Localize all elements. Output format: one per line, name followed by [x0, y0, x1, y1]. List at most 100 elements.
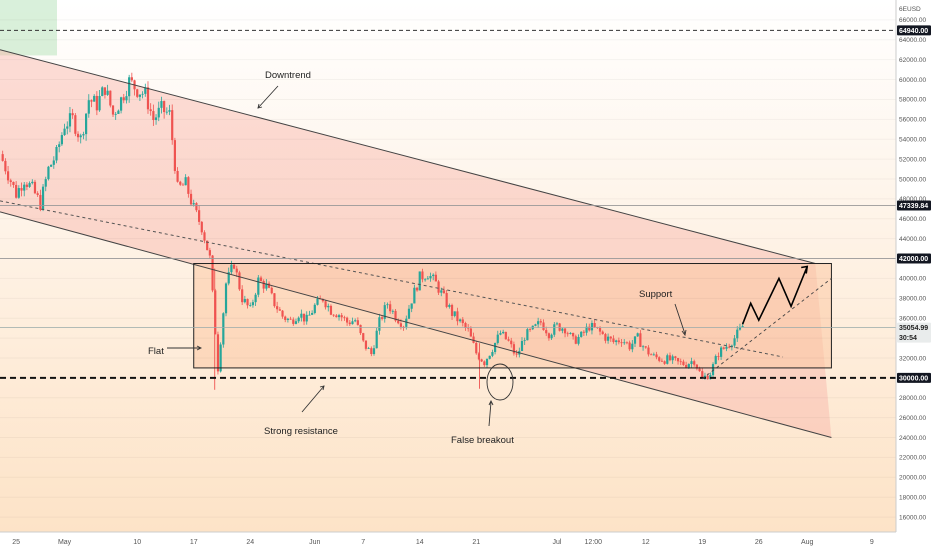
candle [179, 180, 182, 186]
candle [200, 221, 203, 235]
candle-body [590, 322, 594, 331]
candle-body [625, 342, 629, 344]
candle [434, 271, 437, 282]
channel-lower-line [0, 211, 832, 439]
candle [477, 351, 481, 361]
candle [259, 275, 263, 282]
candle-body [456, 311, 459, 322]
candle [615, 339, 618, 346]
candle-body [612, 338, 615, 343]
candle [660, 358, 664, 362]
candle-body [620, 342, 623, 344]
y-tick-label: 54000.00 [899, 137, 926, 144]
candle-body [219, 344, 222, 372]
candle-body [488, 355, 491, 359]
x-tick-label: 25 [12, 539, 20, 546]
candle-body [249, 305, 252, 306]
candle [547, 332, 551, 341]
candle-body [534, 324, 537, 326]
candle-body [60, 135, 63, 145]
candle [324, 300, 327, 310]
candle [424, 278, 427, 282]
candle-body [496, 334, 499, 343]
candle-body [601, 331, 604, 335]
candle [109, 90, 112, 108]
candle [491, 349, 494, 358]
candle [71, 108, 74, 119]
candle-body [736, 329, 739, 339]
candle-body [539, 321, 542, 323]
candle-body [106, 90, 109, 95]
candle-body [733, 338, 736, 346]
level-badge-label-2: 42000.00 [899, 256, 928, 263]
candle [58, 141, 61, 153]
candle-body [370, 348, 373, 355]
candle [728, 343, 731, 349]
candle [421, 268, 424, 283]
candle-body [313, 304, 316, 313]
y-tick-label: 56000.00 [899, 117, 926, 124]
candle-body [82, 134, 85, 136]
candle [367, 346, 370, 349]
projection-arrowhead [801, 265, 809, 274]
candle [523, 337, 526, 345]
candle-body [483, 361, 486, 366]
candle [47, 165, 50, 181]
candle [276, 301, 279, 313]
x-tick-label: 12:00 [585, 539, 603, 546]
candle [410, 303, 413, 313]
candle [165, 107, 168, 115]
candle-body [502, 331, 505, 334]
candle [461, 317, 464, 327]
candle-body [90, 100, 93, 102]
candle-body [114, 113, 117, 115]
candle [12, 181, 15, 188]
candle-body [232, 264, 236, 269]
candle-body [351, 321, 354, 325]
candle-body [695, 364, 698, 369]
candle [227, 267, 230, 286]
candle-body [187, 177, 190, 194]
candle [302, 313, 306, 326]
candle-body [345, 317, 349, 323]
candle [617, 337, 620, 345]
candle-body [687, 364, 690, 368]
candle [644, 345, 647, 349]
y-tick-label: 62000.00 [899, 57, 926, 64]
candle [464, 321, 467, 331]
candle-body [359, 324, 362, 334]
candle-body [389, 304, 392, 312]
candle-body [246, 299, 249, 306]
candle [604, 332, 607, 344]
candle-body [477, 353, 481, 360]
candle [50, 164, 53, 168]
candle [415, 286, 419, 292]
candle [450, 303, 454, 320]
candle-body [380, 317, 384, 319]
candle [647, 345, 650, 357]
candle [488, 355, 491, 360]
candle [249, 302, 252, 307]
y-tick-label: 40000.00 [899, 276, 926, 283]
candle [214, 288, 217, 335]
candle [208, 247, 211, 259]
candle [736, 326, 739, 342]
candle-body [300, 313, 303, 318]
candle-body [66, 126, 69, 129]
candle [265, 279, 268, 291]
candle-body [36, 193, 39, 195]
candle-body [52, 160, 55, 165]
annotation-flat: Flat [148, 346, 164, 357]
candle [620, 339, 623, 347]
y-tick-label: 60000.00 [899, 77, 926, 84]
candle-body [171, 110, 174, 141]
candle [569, 332, 572, 335]
candle [311, 310, 314, 316]
candle [655, 351, 658, 360]
candle [141, 91, 144, 99]
x-tick-label: 9 [870, 539, 874, 546]
candle-body [437, 281, 440, 293]
x-tick-label: May [58, 539, 72, 546]
candle [504, 331, 507, 340]
